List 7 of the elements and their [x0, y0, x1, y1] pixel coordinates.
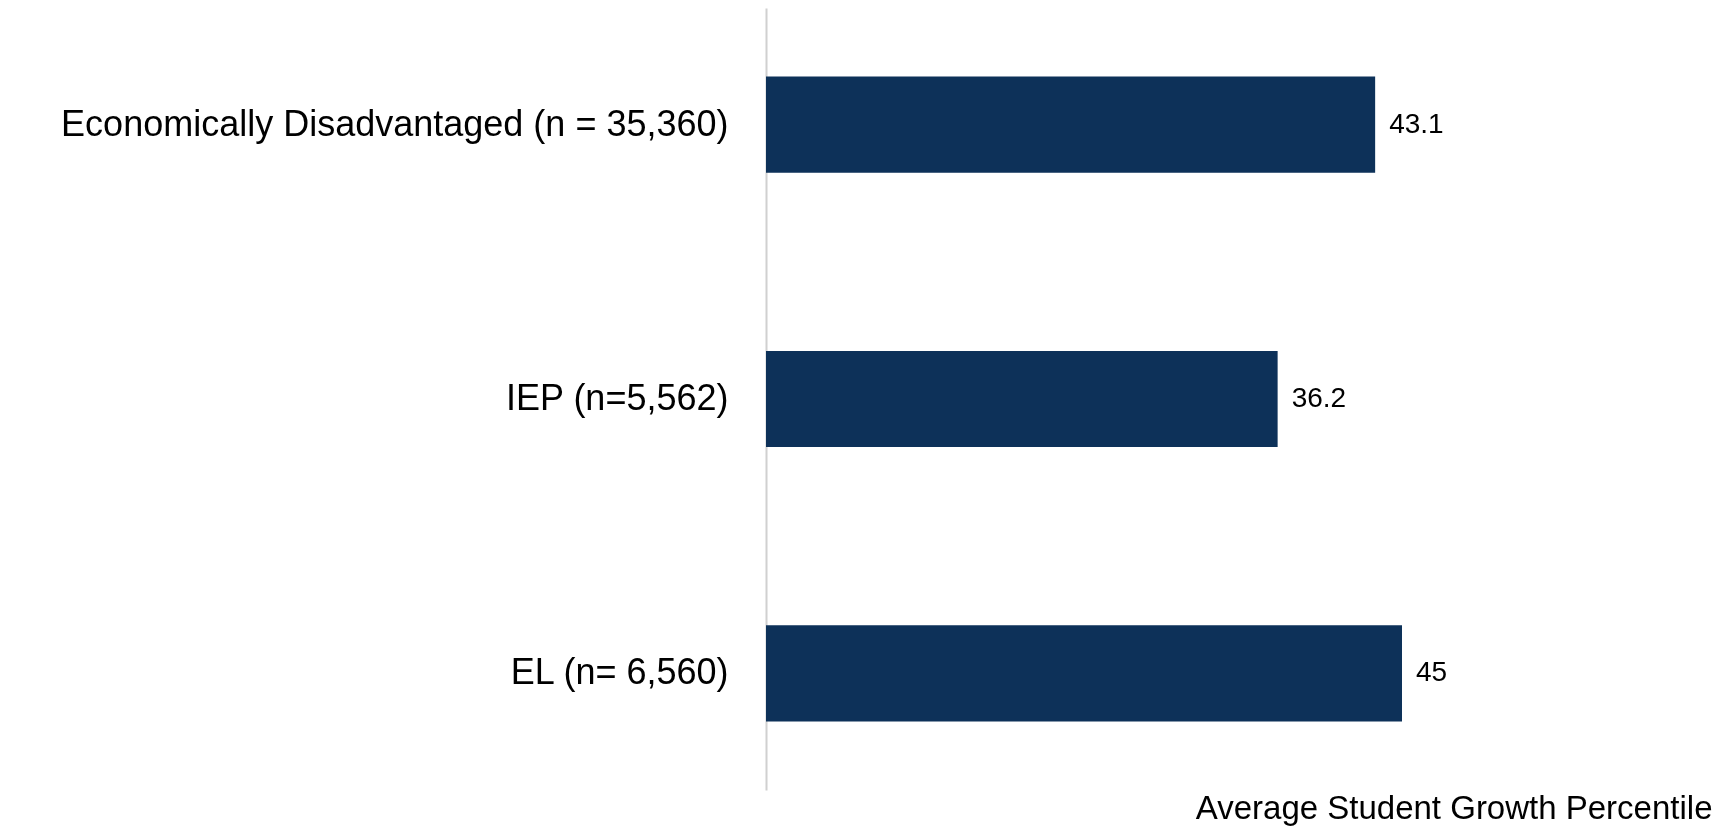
- y-tick-label: IEP (n=5,562): [506, 377, 729, 418]
- y-tick-label: EL (n= 6,560): [510, 651, 729, 693]
- y-tick-label: Economically Disadvantaged (n = 35,360): [61, 102, 729, 144]
- data-label: 36.2: [1291, 382, 1347, 413]
- data-label: 43.1: [1389, 107, 1444, 139]
- data-label: 45: [1416, 656, 1448, 688]
- x-axis-title: Average Student Growth Percentile: [1195, 788, 1713, 826]
